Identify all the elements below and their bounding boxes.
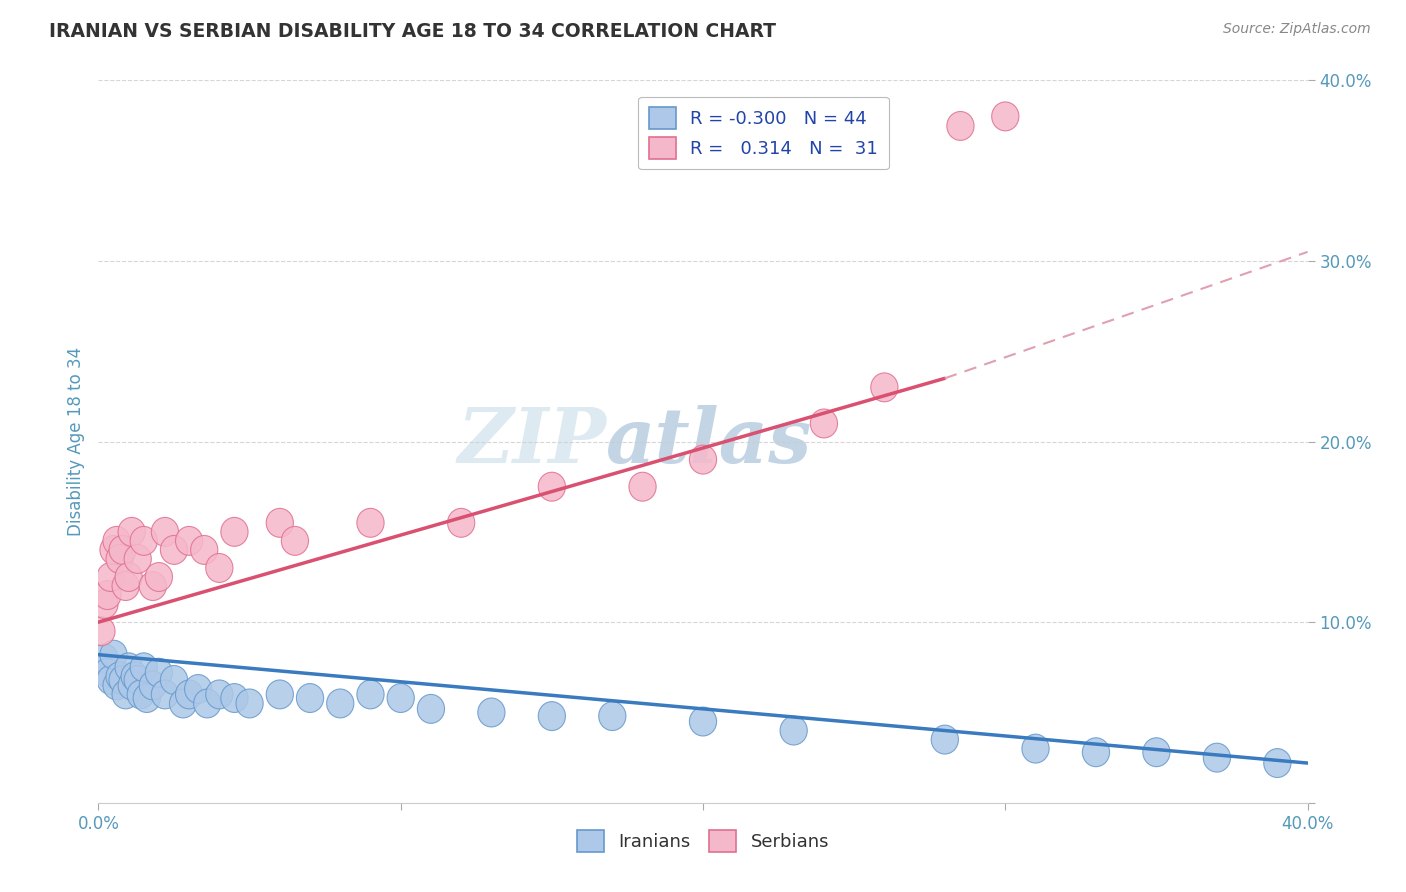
Text: Source: ZipAtlas.com: Source: ZipAtlas.com	[1223, 22, 1371, 37]
Text: IRANIAN VS SERBIAN DISABILITY AGE 18 TO 34 CORRELATION CHART: IRANIAN VS SERBIAN DISABILITY AGE 18 TO …	[49, 22, 776, 41]
Text: ZIP: ZIP	[457, 405, 606, 478]
Y-axis label: Disability Age 18 to 34: Disability Age 18 to 34	[66, 347, 84, 536]
Text: atlas: atlas	[606, 405, 813, 478]
Legend: Iranians, Serbians: Iranians, Serbians	[569, 822, 837, 859]
